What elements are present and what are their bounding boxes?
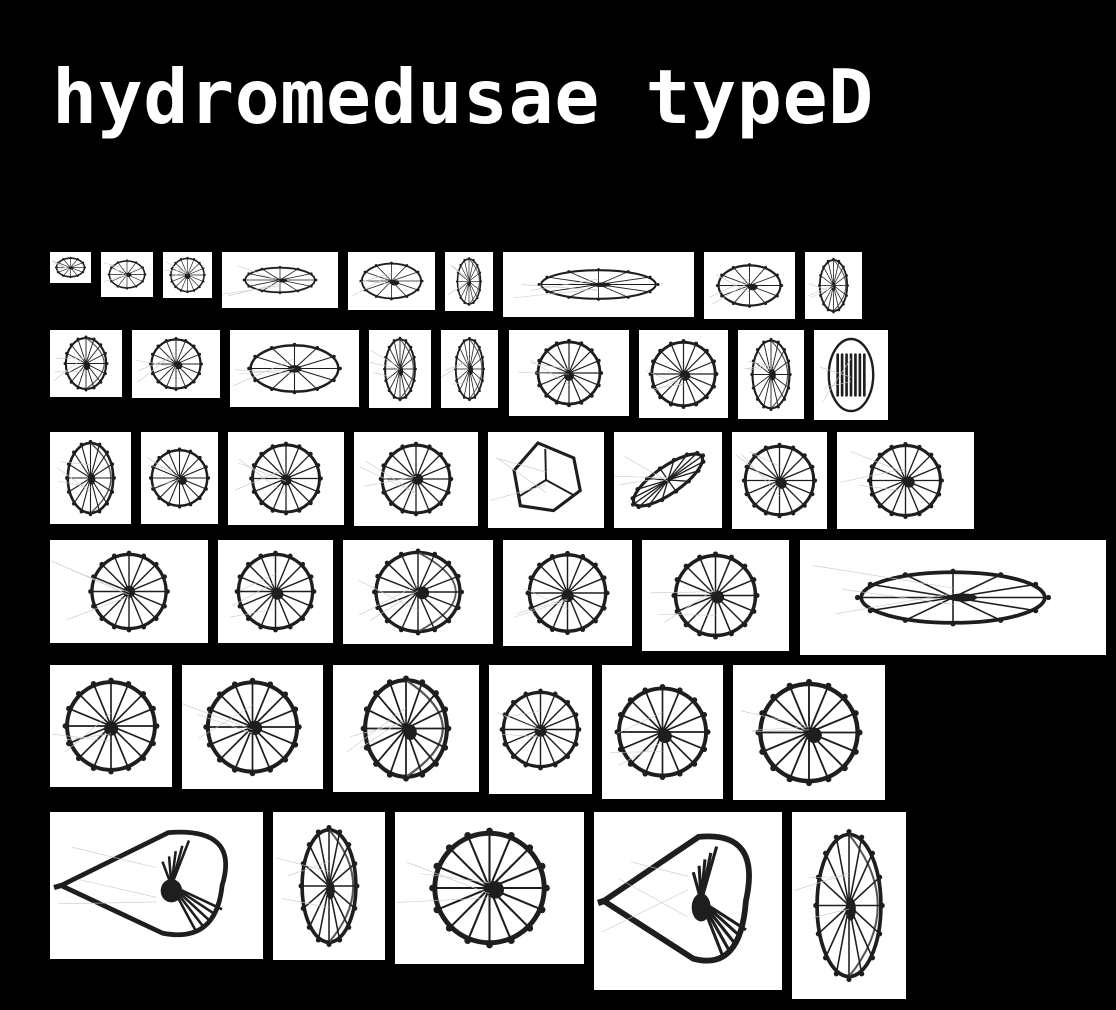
page-title: hydromedusae typeD — [52, 53, 874, 141]
medusa-drawing — [369, 336, 417, 402]
specimen-thumbnail — [732, 432, 827, 529]
specimen-thumbnail — [837, 432, 974, 529]
specimen-thumbnail — [218, 540, 333, 643]
specimen-thumbnail — [163, 252, 212, 298]
specimen-thumbnail — [738, 330, 804, 419]
specimen-thumbnail — [489, 665, 592, 794]
specimen-thumbnail — [733, 665, 885, 800]
medusa-drawing — [743, 337, 792, 412]
medusa-drawing — [645, 339, 719, 409]
medusa-drawing — [147, 447, 211, 509]
medusa-drawing — [222, 265, 318, 297]
medusa-drawing — [808, 257, 850, 314]
specimen-thumbnail — [50, 330, 122, 397]
specimen-thumbnail — [50, 432, 131, 524]
medusa-drawing — [610, 683, 711, 781]
medusa-drawing — [235, 441, 323, 516]
medusa-drawing — [232, 342, 342, 395]
specimen-thumbnail — [814, 330, 888, 420]
medusa-drawing — [51, 550, 170, 633]
medusa-drawing — [51, 256, 87, 279]
specimen-thumbnail — [101, 252, 153, 297]
medusa-drawing — [441, 336, 486, 402]
medusa-drawing — [447, 257, 483, 306]
medusa-drawing — [346, 675, 452, 782]
specimen-thumbnail — [50, 812, 263, 959]
medusa-drawing — [396, 827, 550, 949]
specimen-thumbnail — [642, 540, 789, 651]
specimen-thumbnail — [602, 665, 723, 799]
medusa-drawing — [794, 829, 885, 982]
medusa-drawing — [103, 259, 147, 290]
medusa-drawing — [164, 256, 206, 294]
medusa-drawing — [820, 337, 875, 413]
specimen-thumbnail — [222, 252, 338, 308]
specimen-thumbnail — [488, 432, 604, 528]
medusa-drawing — [359, 441, 454, 517]
medusa-drawing — [230, 550, 317, 633]
medusa-drawing — [709, 263, 784, 308]
medusa-drawing — [735, 442, 818, 519]
specimen-thumbnail — [50, 540, 208, 643]
medusa-drawing — [651, 551, 760, 640]
specimen-thumbnail — [348, 252, 435, 310]
medusa-drawing — [497, 688, 582, 771]
medusa-drawing — [56, 439, 116, 517]
medusa-drawing — [812, 565, 1052, 627]
medusa-drawing — [740, 678, 863, 787]
specimen-thumbnail — [594, 812, 782, 990]
specimen-thumbnail — [639, 330, 728, 418]
specimen-thumbnail — [141, 432, 218, 524]
medusa-drawing — [840, 442, 944, 519]
specimen-thumbnail — [509, 330, 629, 416]
medusa-drawing — [518, 338, 604, 408]
medusa-drawing — [514, 268, 660, 301]
medusa-drawing — [358, 548, 465, 636]
medusa-drawing — [275, 824, 360, 948]
specimen-thumbnail — [50, 665, 172, 787]
specimen-thumbnail — [503, 540, 632, 646]
specimen-thumbnail — [333, 665, 479, 792]
specimen-thumbnail — [445, 252, 493, 311]
specimen-thumbnail — [273, 812, 385, 960]
specimen-thumbnail — [50, 252, 91, 283]
specimen-thumbnail — [343, 540, 493, 644]
specimen-thumbnail — [614, 432, 722, 528]
specimen-thumbnail — [792, 812, 906, 999]
medusa-drawing — [614, 450, 706, 510]
medusa-drawing — [352, 261, 424, 301]
specimen-thumbnail — [230, 330, 359, 407]
specimen-thumbnail — [800, 540, 1106, 655]
medusa-drawing — [52, 677, 160, 775]
medusa-drawing — [135, 337, 203, 391]
specimen-thumbnail — [369, 330, 431, 408]
specimen-thumbnail — [395, 812, 584, 964]
specimen-thumbnail — [132, 330, 220, 398]
medusa-drawing — [490, 441, 582, 513]
medusa-drawing — [53, 335, 109, 392]
medusa-drawing — [53, 829, 229, 938]
specimen-thumbnail — [441, 330, 498, 408]
specimen-thumbnail — [228, 432, 344, 525]
medusa-drawing — [182, 677, 302, 777]
specimen-thumbnail — [503, 252, 694, 317]
specimen-thumbnail — [182, 665, 323, 789]
medusa-drawing — [596, 833, 752, 964]
specimen-thumbnail — [805, 252, 862, 319]
specimen-thumbnail — [704, 252, 795, 319]
medusa-drawing — [513, 550, 610, 636]
specimen-thumbnail — [354, 432, 478, 526]
